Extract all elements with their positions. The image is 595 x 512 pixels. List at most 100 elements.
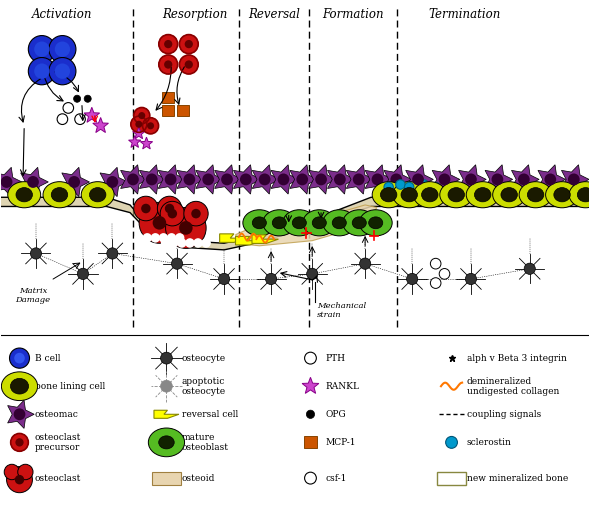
Text: Formation: Formation — [322, 8, 384, 22]
Text: Termination: Termination — [429, 8, 501, 22]
Polygon shape — [220, 234, 246, 242]
Ellipse shape — [439, 174, 450, 185]
Ellipse shape — [175, 233, 184, 243]
Ellipse shape — [405, 182, 414, 192]
Ellipse shape — [401, 187, 418, 202]
Ellipse shape — [131, 116, 147, 132]
Ellipse shape — [306, 410, 315, 418]
Ellipse shape — [474, 187, 491, 202]
Ellipse shape — [63, 102, 74, 113]
Ellipse shape — [107, 176, 118, 188]
Polygon shape — [309, 165, 336, 194]
Ellipse shape — [384, 182, 393, 192]
Ellipse shape — [465, 273, 477, 285]
Ellipse shape — [11, 378, 29, 394]
Ellipse shape — [57, 114, 68, 124]
Ellipse shape — [164, 40, 173, 48]
Ellipse shape — [177, 238, 186, 248]
Polygon shape — [8, 400, 34, 429]
Ellipse shape — [448, 187, 465, 202]
Ellipse shape — [577, 187, 594, 202]
Ellipse shape — [179, 35, 198, 54]
Ellipse shape — [169, 238, 178, 248]
Polygon shape — [140, 137, 153, 149]
Ellipse shape — [569, 182, 595, 208]
Ellipse shape — [193, 238, 203, 248]
Ellipse shape — [16, 187, 33, 202]
Text: new mineralized bone: new mineralized bone — [467, 474, 568, 483]
Ellipse shape — [147, 122, 154, 130]
Ellipse shape — [68, 176, 80, 188]
Ellipse shape — [305, 352, 317, 364]
Text: osteoclast: osteoclast — [35, 474, 81, 483]
Ellipse shape — [134, 196, 158, 221]
Ellipse shape — [135, 121, 142, 128]
Polygon shape — [346, 165, 374, 194]
Ellipse shape — [29, 57, 55, 85]
Text: OPG: OPG — [325, 410, 346, 419]
Ellipse shape — [139, 202, 180, 243]
Ellipse shape — [439, 268, 450, 279]
Ellipse shape — [14, 409, 26, 420]
Ellipse shape — [161, 380, 173, 392]
Ellipse shape — [11, 434, 29, 451]
Polygon shape — [290, 165, 318, 194]
Ellipse shape — [406, 273, 418, 285]
Bar — [152, 472, 181, 485]
Text: PTH: PTH — [325, 354, 346, 362]
Text: osteocyte: osteocyte — [181, 354, 226, 362]
Ellipse shape — [372, 182, 405, 208]
Ellipse shape — [263, 210, 296, 236]
Ellipse shape — [49, 57, 76, 85]
Ellipse shape — [323, 210, 356, 236]
Ellipse shape — [7, 466, 33, 493]
Ellipse shape — [160, 201, 184, 226]
Text: osteoid: osteoid — [181, 474, 215, 483]
Polygon shape — [236, 237, 262, 245]
Ellipse shape — [306, 268, 318, 280]
Ellipse shape — [167, 233, 176, 243]
Polygon shape — [538, 165, 566, 194]
Ellipse shape — [146, 174, 158, 185]
Ellipse shape — [218, 273, 230, 285]
Ellipse shape — [74, 95, 81, 102]
Ellipse shape — [296, 174, 308, 185]
Ellipse shape — [165, 207, 206, 248]
Ellipse shape — [171, 258, 183, 269]
Ellipse shape — [157, 196, 181, 221]
Text: apoptotic
osteocyte: apoptotic osteocyte — [181, 376, 226, 396]
Ellipse shape — [29, 35, 55, 63]
Polygon shape — [271, 165, 299, 194]
Polygon shape — [133, 127, 145, 139]
Ellipse shape — [34, 63, 49, 79]
Polygon shape — [129, 136, 141, 147]
Ellipse shape — [49, 35, 76, 63]
Polygon shape — [485, 165, 513, 194]
Ellipse shape — [43, 182, 76, 208]
Ellipse shape — [518, 174, 530, 185]
Ellipse shape — [127, 174, 139, 185]
Ellipse shape — [148, 428, 184, 457]
Polygon shape — [384, 165, 412, 194]
Polygon shape — [252, 165, 280, 194]
Ellipse shape — [15, 475, 24, 484]
Ellipse shape — [161, 238, 170, 248]
Polygon shape — [406, 165, 433, 194]
Ellipse shape — [51, 187, 68, 202]
Ellipse shape — [430, 278, 441, 288]
Ellipse shape — [164, 60, 173, 69]
Ellipse shape — [380, 187, 397, 202]
Ellipse shape — [159, 35, 178, 54]
Ellipse shape — [396, 180, 405, 189]
Ellipse shape — [491, 174, 503, 185]
Ellipse shape — [372, 174, 383, 185]
Ellipse shape — [430, 259, 441, 269]
Ellipse shape — [359, 210, 392, 236]
Ellipse shape — [221, 174, 233, 185]
Ellipse shape — [412, 174, 424, 185]
Ellipse shape — [519, 182, 552, 208]
Polygon shape — [121, 165, 148, 194]
Ellipse shape — [1, 372, 37, 400]
Text: MCP-1: MCP-1 — [325, 438, 356, 447]
Text: mature
osteoblast: mature osteoblast — [181, 433, 228, 452]
